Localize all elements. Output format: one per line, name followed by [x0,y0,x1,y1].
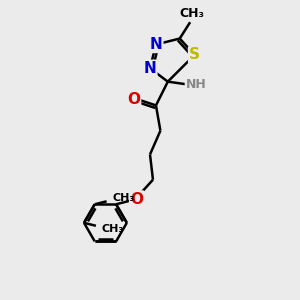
Text: S: S [189,47,200,62]
Text: CH₃: CH₃ [112,193,135,203]
Text: O: O [127,92,140,107]
Text: O: O [130,191,143,206]
Text: CH₃: CH₃ [179,8,204,20]
Text: CH₃: CH₃ [102,224,124,234]
Text: N: N [144,61,156,76]
Text: NH: NH [186,78,206,91]
Text: N: N [150,37,162,52]
